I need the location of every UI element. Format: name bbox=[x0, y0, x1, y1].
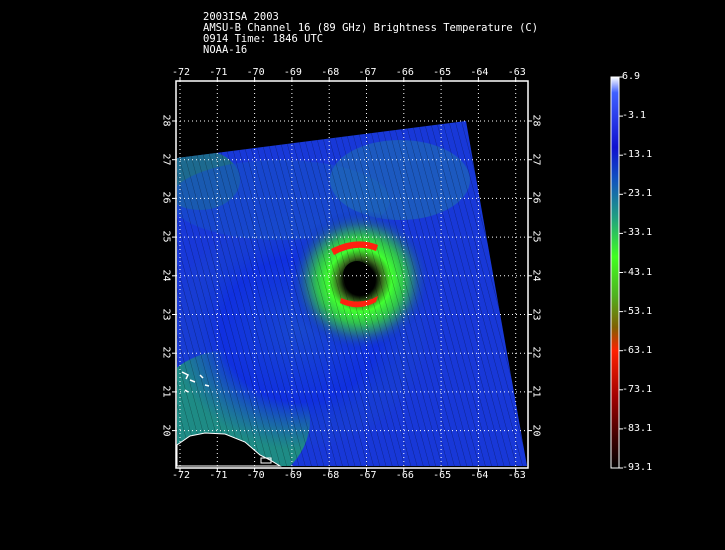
lat-label-left: 21 bbox=[160, 385, 172, 398]
colorbar-label: -33.1 bbox=[622, 227, 653, 239]
lon-label-bottom: -69 bbox=[283, 470, 302, 481]
bahamas-islands bbox=[181, 371, 210, 393]
header-line-1: 2003ISA 2003 bbox=[203, 11, 279, 23]
lon-label-top: -65 bbox=[433, 67, 452, 78]
lon-label-top: -67 bbox=[358, 67, 377, 78]
lat-label-left: 26 bbox=[160, 191, 172, 204]
header-line-4: NOAA-16 bbox=[203, 44, 248, 56]
colorbar-label: -43.1 bbox=[622, 266, 653, 278]
lon-label-bottom: -68 bbox=[321, 470, 340, 481]
lat-label-left: 22 bbox=[160, 346, 172, 359]
lat-label-right: 22 bbox=[530, 346, 542, 359]
eyewall-north bbox=[331, 241, 378, 255]
colorbar-label: -13.1 bbox=[622, 149, 653, 161]
lat-label-left: 28 bbox=[160, 114, 172, 127]
lat-label-right: 25 bbox=[530, 230, 542, 243]
lat-label-right: 20 bbox=[530, 424, 542, 437]
colorbar-label: 6.9 bbox=[622, 71, 641, 82]
lon-label-top: -66 bbox=[395, 67, 414, 78]
tick-marks bbox=[172, 77, 532, 472]
lat-label-left: 20 bbox=[160, 424, 172, 437]
lon-label-top: -71 bbox=[209, 67, 228, 78]
colorbar-ticks bbox=[619, 76, 623, 469]
lon-label-bottom: -67 bbox=[358, 470, 377, 481]
lat-label-right: 23 bbox=[530, 307, 542, 321]
colorbar-label: -63.1 bbox=[622, 344, 653, 356]
lon-label-bottom: -66 bbox=[395, 470, 414, 481]
colorbar-label: -3.1 bbox=[622, 110, 647, 122]
lon-label-bottom: -64 bbox=[470, 470, 489, 481]
hurricane-eye bbox=[343, 261, 371, 289]
lon-label-bottom: -71 bbox=[209, 470, 228, 481]
lon-label-bottom: -70 bbox=[246, 470, 265, 481]
lon-label-top: -63 bbox=[507, 67, 526, 78]
header-line-2: AMSU-B Channel 16 (89 GHz) Brightness Te… bbox=[203, 22, 539, 34]
colorbar-label: -83.1 bbox=[622, 422, 653, 434]
lat-label-right: 21 bbox=[530, 385, 542, 398]
lat-label-right: 24 bbox=[530, 269, 542, 282]
colorbar bbox=[610, 76, 620, 469]
header-line-3: 0914 Time: 1846 UTC bbox=[203, 33, 324, 45]
eyewall-south bbox=[340, 296, 378, 308]
lat-label-left: 24 bbox=[160, 269, 172, 282]
colorbar-label: -73.1 bbox=[622, 383, 653, 395]
lat-label-right: 28 bbox=[530, 114, 542, 127]
lon-label-top: -70 bbox=[246, 67, 265, 78]
lat-label-right: 27 bbox=[530, 153, 542, 166]
lat-label-right: 26 bbox=[530, 191, 542, 204]
lat-label-left: 25 bbox=[160, 230, 172, 243]
lon-label-top: -69 bbox=[283, 67, 302, 78]
colorbar-label: -93.1 bbox=[622, 462, 653, 473]
lon-label-top: -72 bbox=[172, 67, 191, 78]
lat-label-left: 23 bbox=[160, 307, 172, 321]
lon-label-top: -68 bbox=[321, 67, 340, 78]
colorbar-label: -23.1 bbox=[622, 188, 653, 200]
lon-label-bottom: -72 bbox=[172, 470, 191, 481]
lon-label-bottom: -65 bbox=[433, 470, 452, 481]
lon-label-bottom: -63 bbox=[507, 470, 526, 481]
lon-label-top: -64 bbox=[470, 67, 489, 78]
island bbox=[260, 457, 272, 464]
lat-label-left: 27 bbox=[160, 153, 172, 166]
grid-lines bbox=[176, 81, 528, 468]
colorbar-label: -53.1 bbox=[622, 305, 653, 317]
